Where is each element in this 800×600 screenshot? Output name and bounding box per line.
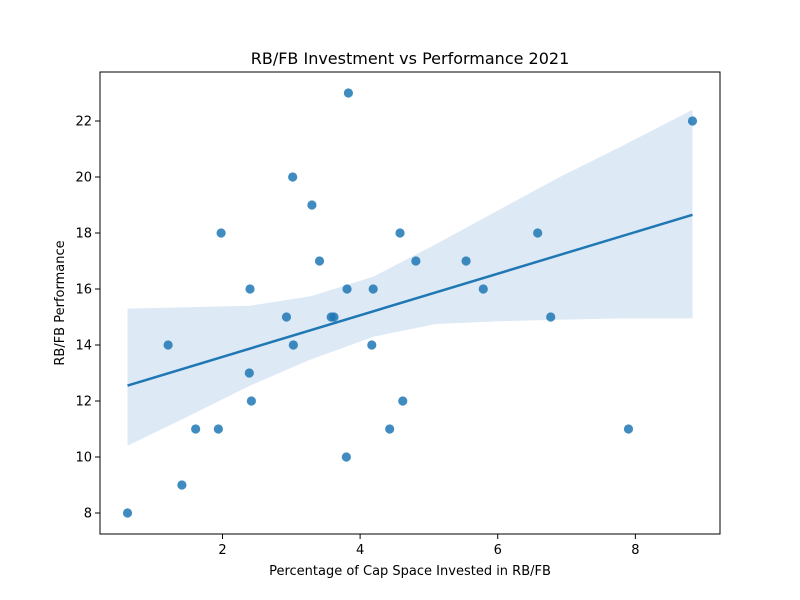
y-tick-label: 10 [75, 451, 92, 466]
data-point [281, 312, 292, 322]
data-point [687, 116, 698, 126]
data-point [385, 424, 395, 434]
x-tick-label: 8 [631, 543, 639, 558]
y-tick-label: 20 [75, 171, 92, 186]
y-tick-label: 14 [75, 339, 92, 354]
data-point [288, 172, 298, 182]
data-point [341, 452, 351, 462]
data-point [461, 256, 471, 266]
x-tick-label: 4 [356, 543, 364, 558]
data-point [368, 284, 378, 294]
y-tick-label: 12 [75, 395, 92, 410]
data-point [314, 256, 325, 266]
data-point [122, 508, 133, 518]
data-point [163, 340, 173, 350]
confidence-band-layer [127, 109, 693, 446]
data-point [191, 424, 201, 434]
data-point [342, 284, 352, 294]
data-point [478, 284, 488, 294]
y-tick-label: 16 [75, 283, 92, 298]
data-point [245, 284, 255, 294]
regression-line-layer [127, 213, 693, 387]
data-point [395, 228, 405, 238]
confidence-band [127, 109, 693, 446]
data-point [246, 396, 256, 406]
y-tick-label: 18 [75, 227, 92, 242]
y-tick-label: 22 [75, 115, 92, 130]
data-point [623, 424, 634, 434]
data-points-layer [122, 88, 698, 518]
data-point [213, 424, 223, 434]
x-tick-label: 6 [494, 543, 502, 558]
y-axis-ticks: 8 10 12 14 16 18 20 22 [75, 115, 100, 522]
data-point [307, 200, 317, 210]
data-point [329, 312, 339, 322]
y-axis-label: RB/FB Performance [53, 240, 68, 365]
y-tick-label: 8 [84, 507, 92, 522]
chart-title: RB/FB Investment vs Performance 2021 [251, 49, 570, 68]
x-axis-ticks: 2 4 6 8 [218, 534, 640, 558]
data-point [398, 396, 408, 406]
data-point [216, 228, 226, 238]
data-point [288, 340, 298, 350]
data-point [533, 228, 543, 238]
regression-line [127, 213, 693, 387]
data-point [411, 256, 421, 266]
data-point [343, 88, 354, 98]
data-point [367, 340, 377, 350]
x-tick-label: 2 [218, 543, 226, 558]
data-point [546, 312, 556, 322]
plot-area-frame [99, 71, 721, 535]
data-point [177, 480, 187, 490]
data-point [244, 368, 254, 378]
x-axis-label: Percentage of Cap Space Invested in RB/F… [269, 564, 551, 579]
